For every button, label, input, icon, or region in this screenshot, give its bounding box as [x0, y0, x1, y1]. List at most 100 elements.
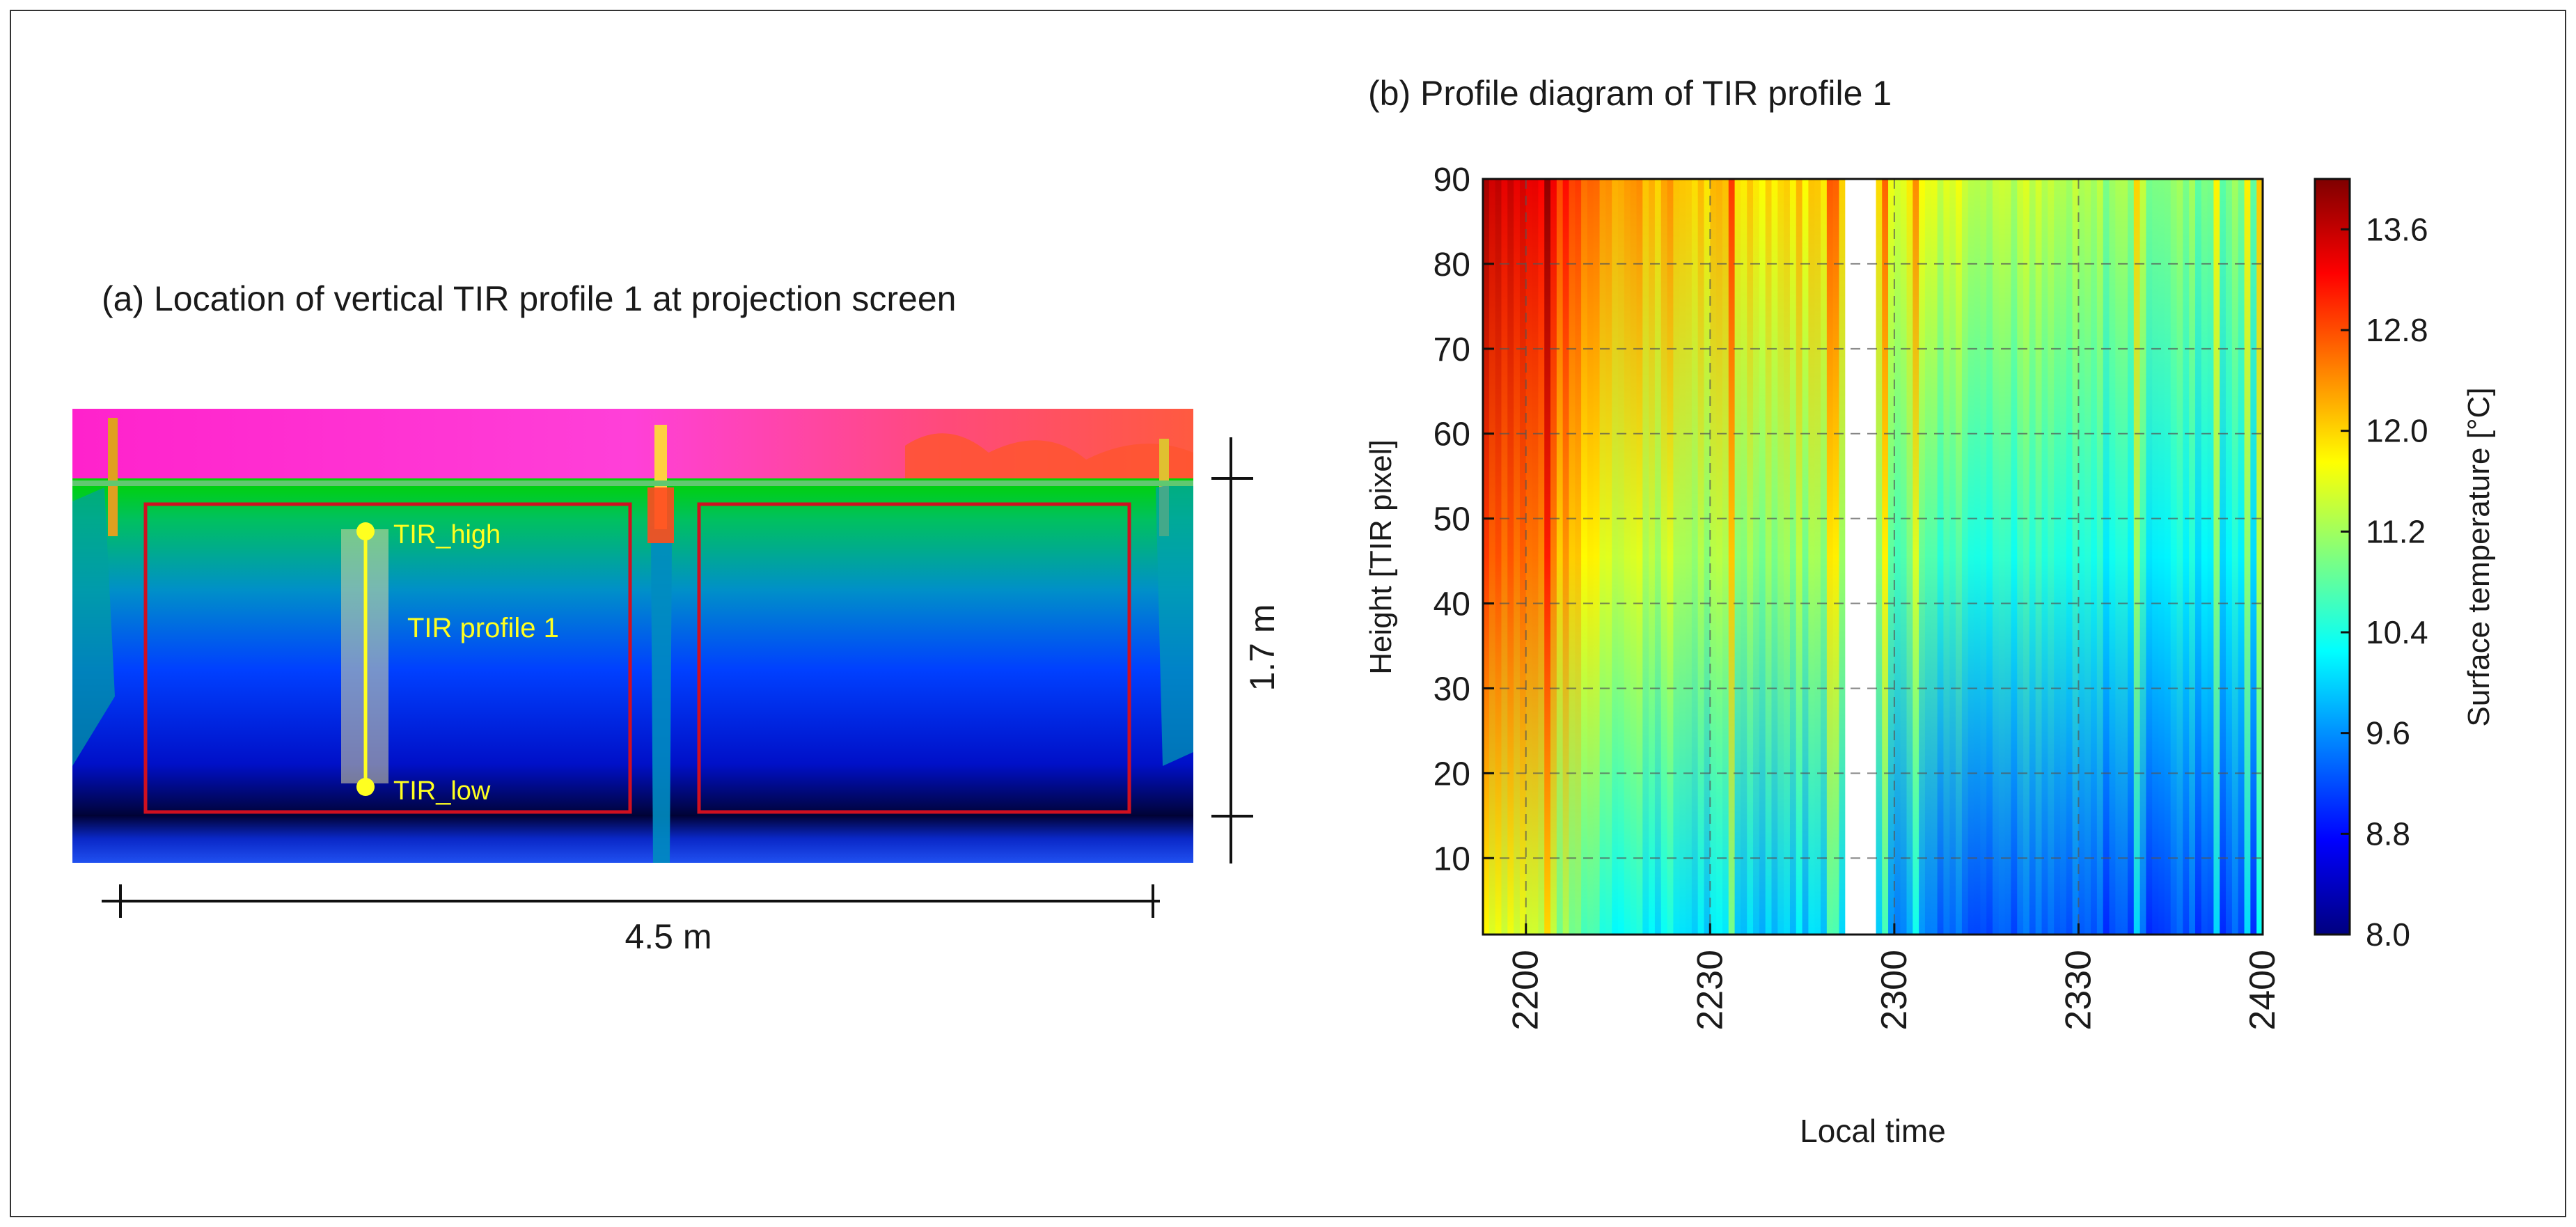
heatmap-column [2115, 179, 2122, 935]
heatmap-column [1771, 179, 1779, 935]
heatmap-column [1894, 179, 1901, 935]
colorbar-ticks: 13.6 12.8 12.0 11.2 10.4 9.6 8.8 8.0 [2341, 211, 2428, 953]
heatmap-column [2189, 179, 2196, 935]
heatmap-column [1882, 179, 1889, 935]
heatmap-column [2048, 179, 2055, 935]
heatmap-column [2072, 179, 2080, 935]
heatmap-column [2011, 179, 2018, 935]
heatmap-column [1624, 179, 1631, 935]
heatmap-column [1649, 179, 1656, 935]
x-tick-label: 2200 [1506, 950, 1546, 1031]
tir-low-label: TIR_low [393, 776, 491, 806]
heatmap-column [1642, 179, 1649, 935]
heatmap-column [1784, 179, 1791, 935]
heatmap-column [1906, 179, 1914, 935]
heatmap-column [1722, 179, 1729, 935]
heatmap-column [1686, 179, 1693, 935]
heatmap-column [1826, 179, 1834, 935]
heatmap-column [1937, 179, 1945, 935]
heatmap-column [2103, 179, 2110, 935]
heatmap-column [2109, 179, 2116, 935]
heatmap-column [2183, 179, 2190, 935]
heatmap-column [1562, 179, 1570, 935]
heatmap-column [1821, 179, 1828, 935]
heatmap-column [1796, 179, 1803, 935]
heatmap-column [1759, 179, 1766, 935]
heatmap-column [1734, 179, 1742, 935]
plot-frame [1482, 178, 2264, 936]
heatmap-column [2244, 179, 2252, 935]
tir-low-marker [356, 778, 375, 796]
post-left [108, 418, 118, 536]
heatmap [1483, 179, 2263, 935]
heatmap-column [1949, 179, 1956, 935]
y-axis: 10 20 30 40 50 60 70 80 90 [1434, 162, 1494, 877]
y-tick-label: 20 [1434, 756, 1470, 792]
heatmap-column [1943, 179, 1951, 935]
heatmap-column [2146, 179, 2153, 935]
colorbar-tick-label: 11.2 [2366, 513, 2426, 549]
heatmap-column [2091, 179, 2098, 935]
heatmap-column [1716, 179, 1723, 935]
heatmap-column [2256, 179, 2263, 935]
heatmap-column [1673, 179, 1681, 935]
heatmap-column [1697, 179, 1705, 935]
colorbar [2314, 178, 2351, 936]
heatmap-column [2226, 179, 2233, 935]
heatmap-column [1544, 179, 1551, 935]
heatmap-column [1888, 179, 1895, 935]
colorbar-tick-label: 12.8 [2366, 312, 2428, 348]
x-axis: 2200 2230 2300 2330 2400 [1506, 923, 2283, 1031]
heatmap-column [1532, 179, 1539, 935]
heatmap-column [1569, 179, 1576, 935]
heatmap-column [1741, 179, 1748, 935]
heatmap-column [2017, 179, 2024, 935]
heatmap-column [2139, 179, 2147, 935]
heatmap-column [1710, 179, 1717, 935]
heatmap-column [1501, 179, 1509, 935]
colorbar-tick-label: 12.0 [2366, 413, 2428, 449]
heatmap-column [1765, 179, 1773, 935]
heatmap-column [1974, 179, 1981, 935]
y-tick-label: 30 [1434, 671, 1470, 708]
heatmap-column [1900, 179, 1908, 935]
heatmap-column [1986, 179, 1993, 935]
figure-frame [10, 10, 2566, 1217]
heatmap-column [1654, 179, 1662, 935]
heatmap-column [2127, 179, 2135, 935]
heatmap-column [2220, 179, 2226, 935]
heatmap-column [1728, 179, 1736, 935]
colorbar-tick-label: 13.6 [2366, 211, 2428, 247]
heatmap-column [2213, 179, 2221, 935]
tir-profile-label: TIR profile 1 [407, 613, 559, 643]
heatmap-column [1489, 179, 1496, 935]
heatmap-column [1507, 179, 1514, 935]
y-tick-label: 90 [1434, 162, 1470, 198]
heatmap-column [2096, 179, 2104, 935]
heatmap-column [2170, 179, 2178, 935]
heatmap-column [2084, 179, 2091, 935]
heatmap-column [1998, 179, 2006, 935]
heatmap-column [2023, 179, 2030, 935]
heatmap-column [1679, 179, 1686, 935]
heatmap-column [1660, 179, 1668, 935]
heatmap-column [1636, 179, 1644, 935]
heatmap-column [1753, 179, 1760, 935]
heatmap-column [1593, 179, 1601, 935]
heatmap-column [1538, 179, 1545, 935]
heatmap-column [1968, 179, 1975, 935]
y-tick-label: 10 [1434, 841, 1470, 877]
y-tick-label: 80 [1434, 247, 1470, 283]
heatmap-column [1789, 179, 1797, 935]
heatmap-column [1808, 179, 1816, 935]
y-tick-label: 60 [1434, 416, 1470, 453]
heatmap-column [2054, 179, 2061, 935]
heatmap-column [1667, 179, 1674, 935]
heatmap-column [1931, 179, 1938, 935]
heatmap-column [1525, 179, 1533, 935]
colorbar-tick-label: 8.8 [2366, 815, 2410, 852]
heatmap-column [2176, 179, 2184, 935]
heatmap-column [1483, 179, 1490, 935]
heatmap-column [1961, 179, 1969, 935]
